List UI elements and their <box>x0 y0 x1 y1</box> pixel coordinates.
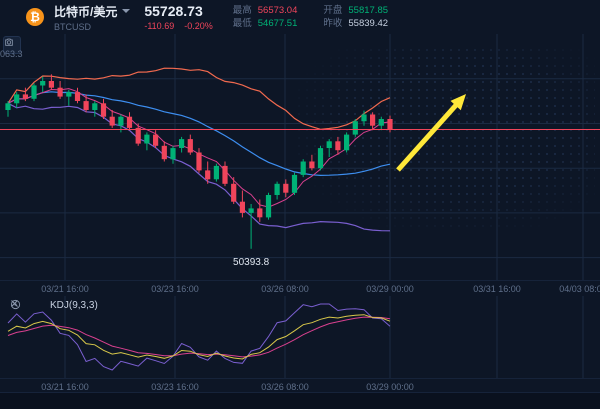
x-axis-main: 03/21 16:00 03/23 16:00 03/26 08:00 03/29 0… <box>0 280 600 297</box>
stat-open: 开盘 55817.85 <box>323 6 388 16</box>
y-axis-partial-label: 063.3 <box>0 49 23 59</box>
stat-high-label: 最高 <box>232 5 252 16</box>
price-change: -110.69 -0.20% <box>144 21 212 31</box>
x-axis-tick: 03/21 16:00 <box>41 382 89 392</box>
target-icon <box>10 299 21 310</box>
stat-prev-close-value: 55839.42 <box>348 17 389 29</box>
x-axis-kdj: 03/21 16:00 03/23 16:00 03/26 08:00 03/29 0… <box>0 378 600 393</box>
x-axis-tick: 03/23 16:00 <box>151 284 199 294</box>
symbol-block: 比特币/美元 BTCUSD <box>54 3 131 32</box>
price-block: 55728.73 -110.69 -0.20% <box>144 4 212 31</box>
stats-col-1: 最高 56573.04 最低 54677.51 <box>233 6 298 28</box>
x-axis-tick: 03/26 08:00 <box>261 284 309 294</box>
change-percent: -0.20% <box>184 20 213 31</box>
chevron-down-icon <box>122 9 131 13</box>
kdj-label: KDJ(9,3,3) <box>50 299 98 311</box>
stat-open-label: 开盘 <box>323 5 343 16</box>
change-value: -110.69 <box>144 20 175 31</box>
symbol-code: BTCUSD <box>54 21 92 32</box>
x-axis-tick: 04/03 08:00 <box>559 284 600 294</box>
stat-prev-close: 昨收 55839.42 <box>323 17 389 29</box>
x-axis-tick: 03/29 00:00 <box>366 284 414 294</box>
camera-icon <box>5 38 13 46</box>
indicator-settings-button[interactable] <box>10 299 42 311</box>
stats-col-2: 开盘 55817.85 昨收 55839.42 <box>323 6 388 28</box>
x-axis-tick: 03/21 16:00 <box>41 284 89 294</box>
header: ₿ 比特币/美元 BTCUSD 55728.73 -110.69 -0.20% … <box>0 0 600 34</box>
x-axis-tick: 03/26 08:00 <box>261 382 309 392</box>
stat-low-value: 54677.51 <box>257 17 298 29</box>
kdj-header: KDJ(9,3,3) <box>10 299 98 311</box>
stat-open-value: 55817.85 <box>348 5 389 16</box>
kdj-canvas[interactable] <box>0 296 600 378</box>
symbol-selector[interactable]: 比特币/美元 <box>54 3 131 20</box>
stat-low-label: 最低 <box>232 17 252 29</box>
stat-low: 最低 54677.51 <box>232 17 298 29</box>
svg-text:50393.8: 50393.8 <box>233 257 270 268</box>
stat-high: 最高 56573.04 <box>233 6 298 16</box>
bottom-toolbar <box>0 392 600 409</box>
stat-prev-close-label: 昨收 <box>323 17 343 29</box>
last-price: 55728.73 <box>144 2 203 19</box>
kdj-panel[interactable]: KDJ(9,3,3) <box>0 296 600 378</box>
symbol-title: 比特币/美元 <box>54 4 118 19</box>
x-axis-tick: 03/23 16:00 <box>151 382 199 392</box>
x-axis-tick: 03/29 00:00 <box>366 382 414 392</box>
bitcoin-icon: ₿ <box>26 8 44 26</box>
stat-high-value: 56573.04 <box>257 5 298 16</box>
x-axis-tick: 03/31 16:00 <box>473 284 521 294</box>
screenshot-camera-button[interactable] <box>3 36 21 54</box>
main-chart[interactable]: 50393.8 063.3 <box>0 34 600 280</box>
candlestick-canvas[interactable]: 50393.8 <box>0 34 600 280</box>
daily-stats: 最高 56573.04 最低 54677.51 开盘 55817.85 昨收 5… <box>233 6 388 28</box>
